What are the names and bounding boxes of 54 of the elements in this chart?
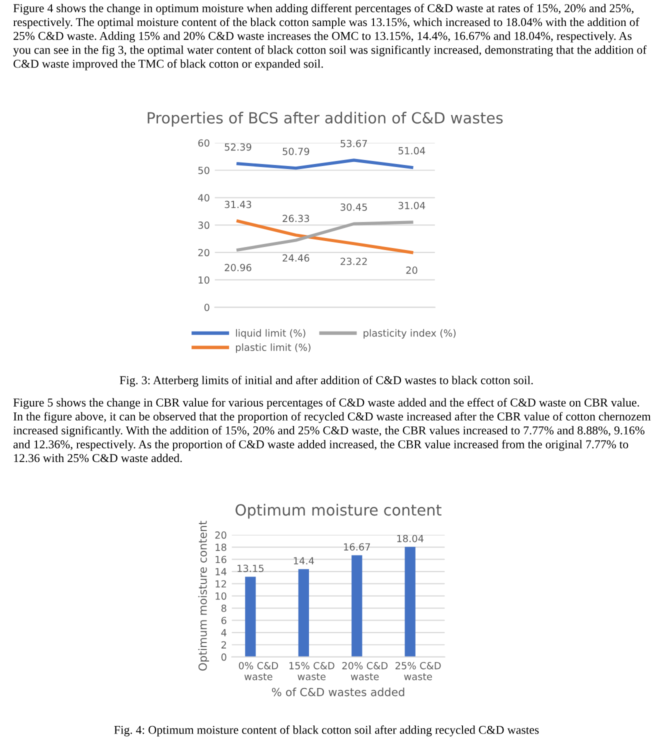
y-tick-label: 20 bbox=[198, 248, 210, 256]
caption: Fig. 3: Atterberg limits of initial and after addition of C&D wastes to black cotton soil. bbox=[120, 376, 533, 387]
y-tick-label: 60 bbox=[198, 139, 210, 147]
data-label: 52.39 bbox=[224, 143, 252, 151]
caption: Fig. 4: Optimum moisture content of black cotton soil after adding recycled C&D wastes bbox=[114, 725, 539, 736]
x-tick-label: 0% C&D waste bbox=[238, 662, 278, 680]
y-tick-label: 0 bbox=[221, 653, 226, 661]
data-label: 14.4 bbox=[294, 557, 314, 564]
data-label: 26.33 bbox=[282, 214, 310, 222]
data-label: 50.79 bbox=[282, 148, 310, 156]
data-label: 31.43 bbox=[224, 200, 252, 208]
bar bbox=[352, 555, 362, 657]
caption: Figure 5 shows the change in CBR value for various percentages of C&D waste added and the effect of C&D waste on CBR value. In the figure above, it can be observed that the proportion of recycled C&D waste increased after the CBR value of cotton chernozem increased significantly. With the addition of 15%, 20% and 25% C&D waste, the CBR values increased to 7.77% and 8.88%, 9.16% and 12.36%, respectively. As the proportion of C&D waste added increased, the CBR value increased from the original 7.77% to 12.36 with 25% C&D waste added. bbox=[13, 398, 651, 462]
data-label: 51.04 bbox=[398, 147, 426, 154]
data-label: 20.96 bbox=[224, 264, 252, 272]
y-tick-label: 10 bbox=[198, 276, 210, 284]
data-label: 31.04 bbox=[398, 202, 426, 210]
y-tick-label: 6 bbox=[221, 616, 226, 624]
y-tick-label: 30 bbox=[198, 222, 210, 229]
y-tick-label: 8 bbox=[221, 604, 226, 612]
x-tick-label: 25% C&D waste bbox=[396, 662, 441, 680]
data-label: 13.15 bbox=[238, 564, 264, 572]
x-axis-title: % of C&D wastes added bbox=[272, 688, 404, 696]
y-tick-label: 4 bbox=[221, 629, 226, 636]
y-tick-label: 16 bbox=[216, 556, 226, 564]
legend-label: plasticity index (%) bbox=[364, 329, 456, 339]
y-tick-label: 2 bbox=[221, 641, 226, 648]
y-tick-label: 20 bbox=[215, 531, 226, 539]
y-axis-title: Optimum moisture content bbox=[198, 520, 210, 671]
data-label: 24.46 bbox=[282, 254, 310, 262]
y-tick-label: 12 bbox=[216, 580, 226, 588]
y-tick-label: 18 bbox=[216, 544, 226, 551]
x-tick-label: 20% C&D waste bbox=[342, 662, 388, 680]
x-tick-label: 15% C&D waste bbox=[289, 662, 334, 680]
data-label: 18.04 bbox=[397, 534, 424, 542]
y-tick-label: 10 bbox=[216, 592, 226, 600]
data-label: 16.67 bbox=[344, 543, 370, 551]
legend-label: liquid limit (%) bbox=[236, 329, 306, 339]
data-label: 30.45 bbox=[340, 203, 367, 211]
caption: Figure 4 shows the change in optimum moisture when adding different percentages of C&D waste at rates of 15%, 20% and 25%, respectively. The optimal moisture content of the black cotton sample was 13.15%, which increased to 18.04% with the addition of 25% C&D waste. Adding 15% and 20% C&D waste increases the OMC to 13.15%, 14.4%, 16.67% and 18.04%, respectively. As you can see in the fig 3, the optimal water content of black cotton soil was significantly increased, demonstrating that the addition of C&D waste improved the TMC of black cotton or expanded soil. bbox=[13, 4, 647, 70]
bar bbox=[404, 546, 416, 657]
y-tick-label: 50 bbox=[198, 166, 210, 174]
y-tick-label: 0 bbox=[204, 304, 210, 312]
y-tick-label: 40 bbox=[198, 194, 210, 202]
bar bbox=[298, 569, 309, 657]
y-tick-label: 14 bbox=[216, 568, 226, 576]
data-label: 53.67 bbox=[340, 140, 367, 148]
data-label: 20 bbox=[406, 266, 418, 274]
line-series bbox=[236, 158, 414, 170]
chart-title: Properties of BCS after addition of C&D wastes bbox=[148, 112, 503, 127]
data-label: 23.22 bbox=[340, 258, 367, 266]
chart-title: Optimum moisture content bbox=[236, 504, 442, 519]
legend-label: plastic limit (%) bbox=[236, 343, 310, 353]
bar bbox=[245, 576, 256, 657]
